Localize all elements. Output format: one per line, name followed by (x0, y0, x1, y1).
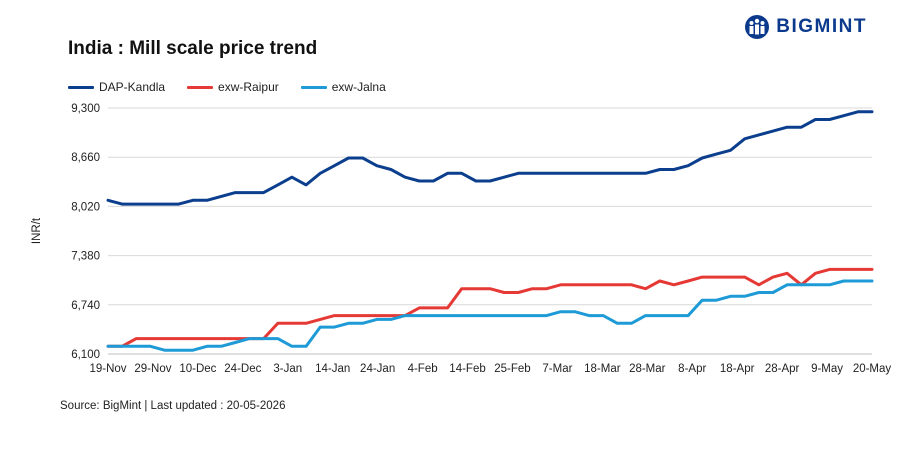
x-tick-label: 7-Mar (542, 363, 572, 375)
series-line-exw-jalna (106, 279, 874, 352)
x-tick-label: 19-Nov (89, 363, 126, 375)
legend-swatch-exw-jalna (300, 85, 327, 89)
legend-item-exw-jalna: exw-Jalna (300, 80, 386, 94)
y-tick-label: 9,300 (71, 103, 100, 115)
x-tick-label: 24-Dec (224, 363, 261, 375)
x-tick-label: 4-Feb (408, 363, 438, 375)
legend-label-dap-kandla: DAP-Kandla (99, 80, 166, 94)
legend-item-exw-raipur: exw-Raipur (187, 80, 279, 94)
x-tick-label: 9-May (811, 363, 843, 375)
x-tick-label: 18-Apr (720, 363, 755, 375)
chart-legend: DAP-Kandla exw-Raipur exw-Jalna (68, 80, 386, 94)
legend-swatch-exw-raipur (187, 85, 214, 89)
series-line-dap-kandla (106, 110, 874, 206)
brand-logo: BIGMINT (744, 14, 867, 40)
source-note: Source: BigMint | Last updated : 20-05-2… (60, 400, 286, 412)
x-tick-label: 3-Jan (273, 363, 302, 375)
x-tick-label: 18-Mar (584, 363, 621, 375)
y-axis-title: INR/t (31, 217, 43, 244)
x-tick-label: 20-May (853, 363, 892, 375)
legend-item-dap-kandla: DAP-Kandla (68, 80, 165, 94)
y-tick-label: 8,020 (71, 201, 100, 213)
x-tick-label: 25-Feb (494, 363, 530, 375)
people-logo-icon (745, 15, 770, 39)
legend-label-exw-jalna: exw-Jalna (331, 80, 386, 94)
chart-title: India : Mill scale price trend (68, 38, 318, 59)
x-tick-label: 28-Apr (765, 363, 800, 375)
x-tick-label: 8-Apr (678, 363, 706, 375)
x-tick-label: 29-Nov (134, 363, 171, 375)
x-tick-label: 10-Dec (179, 363, 216, 375)
y-tick-label: 6,100 (71, 349, 100, 361)
brand-name: BIGMINT (776, 16, 867, 37)
legend-swatch-dap-kandla (68, 85, 94, 89)
y-tick-label: 8,660 (71, 152, 100, 164)
y-tick-label: 7,380 (71, 251, 100, 263)
x-tick-label: 28-Mar (629, 363, 666, 375)
x-tick-label: 24-Jan (360, 363, 395, 375)
y-tick-label: 6,740 (71, 300, 100, 312)
series-line-exw-raipur (106, 267, 874, 348)
x-tick-label: 14-Jan (315, 363, 350, 375)
legend-label-exw-raipur: exw-Raipur (218, 80, 279, 94)
x-tick-label: 14-Feb (449, 363, 485, 375)
